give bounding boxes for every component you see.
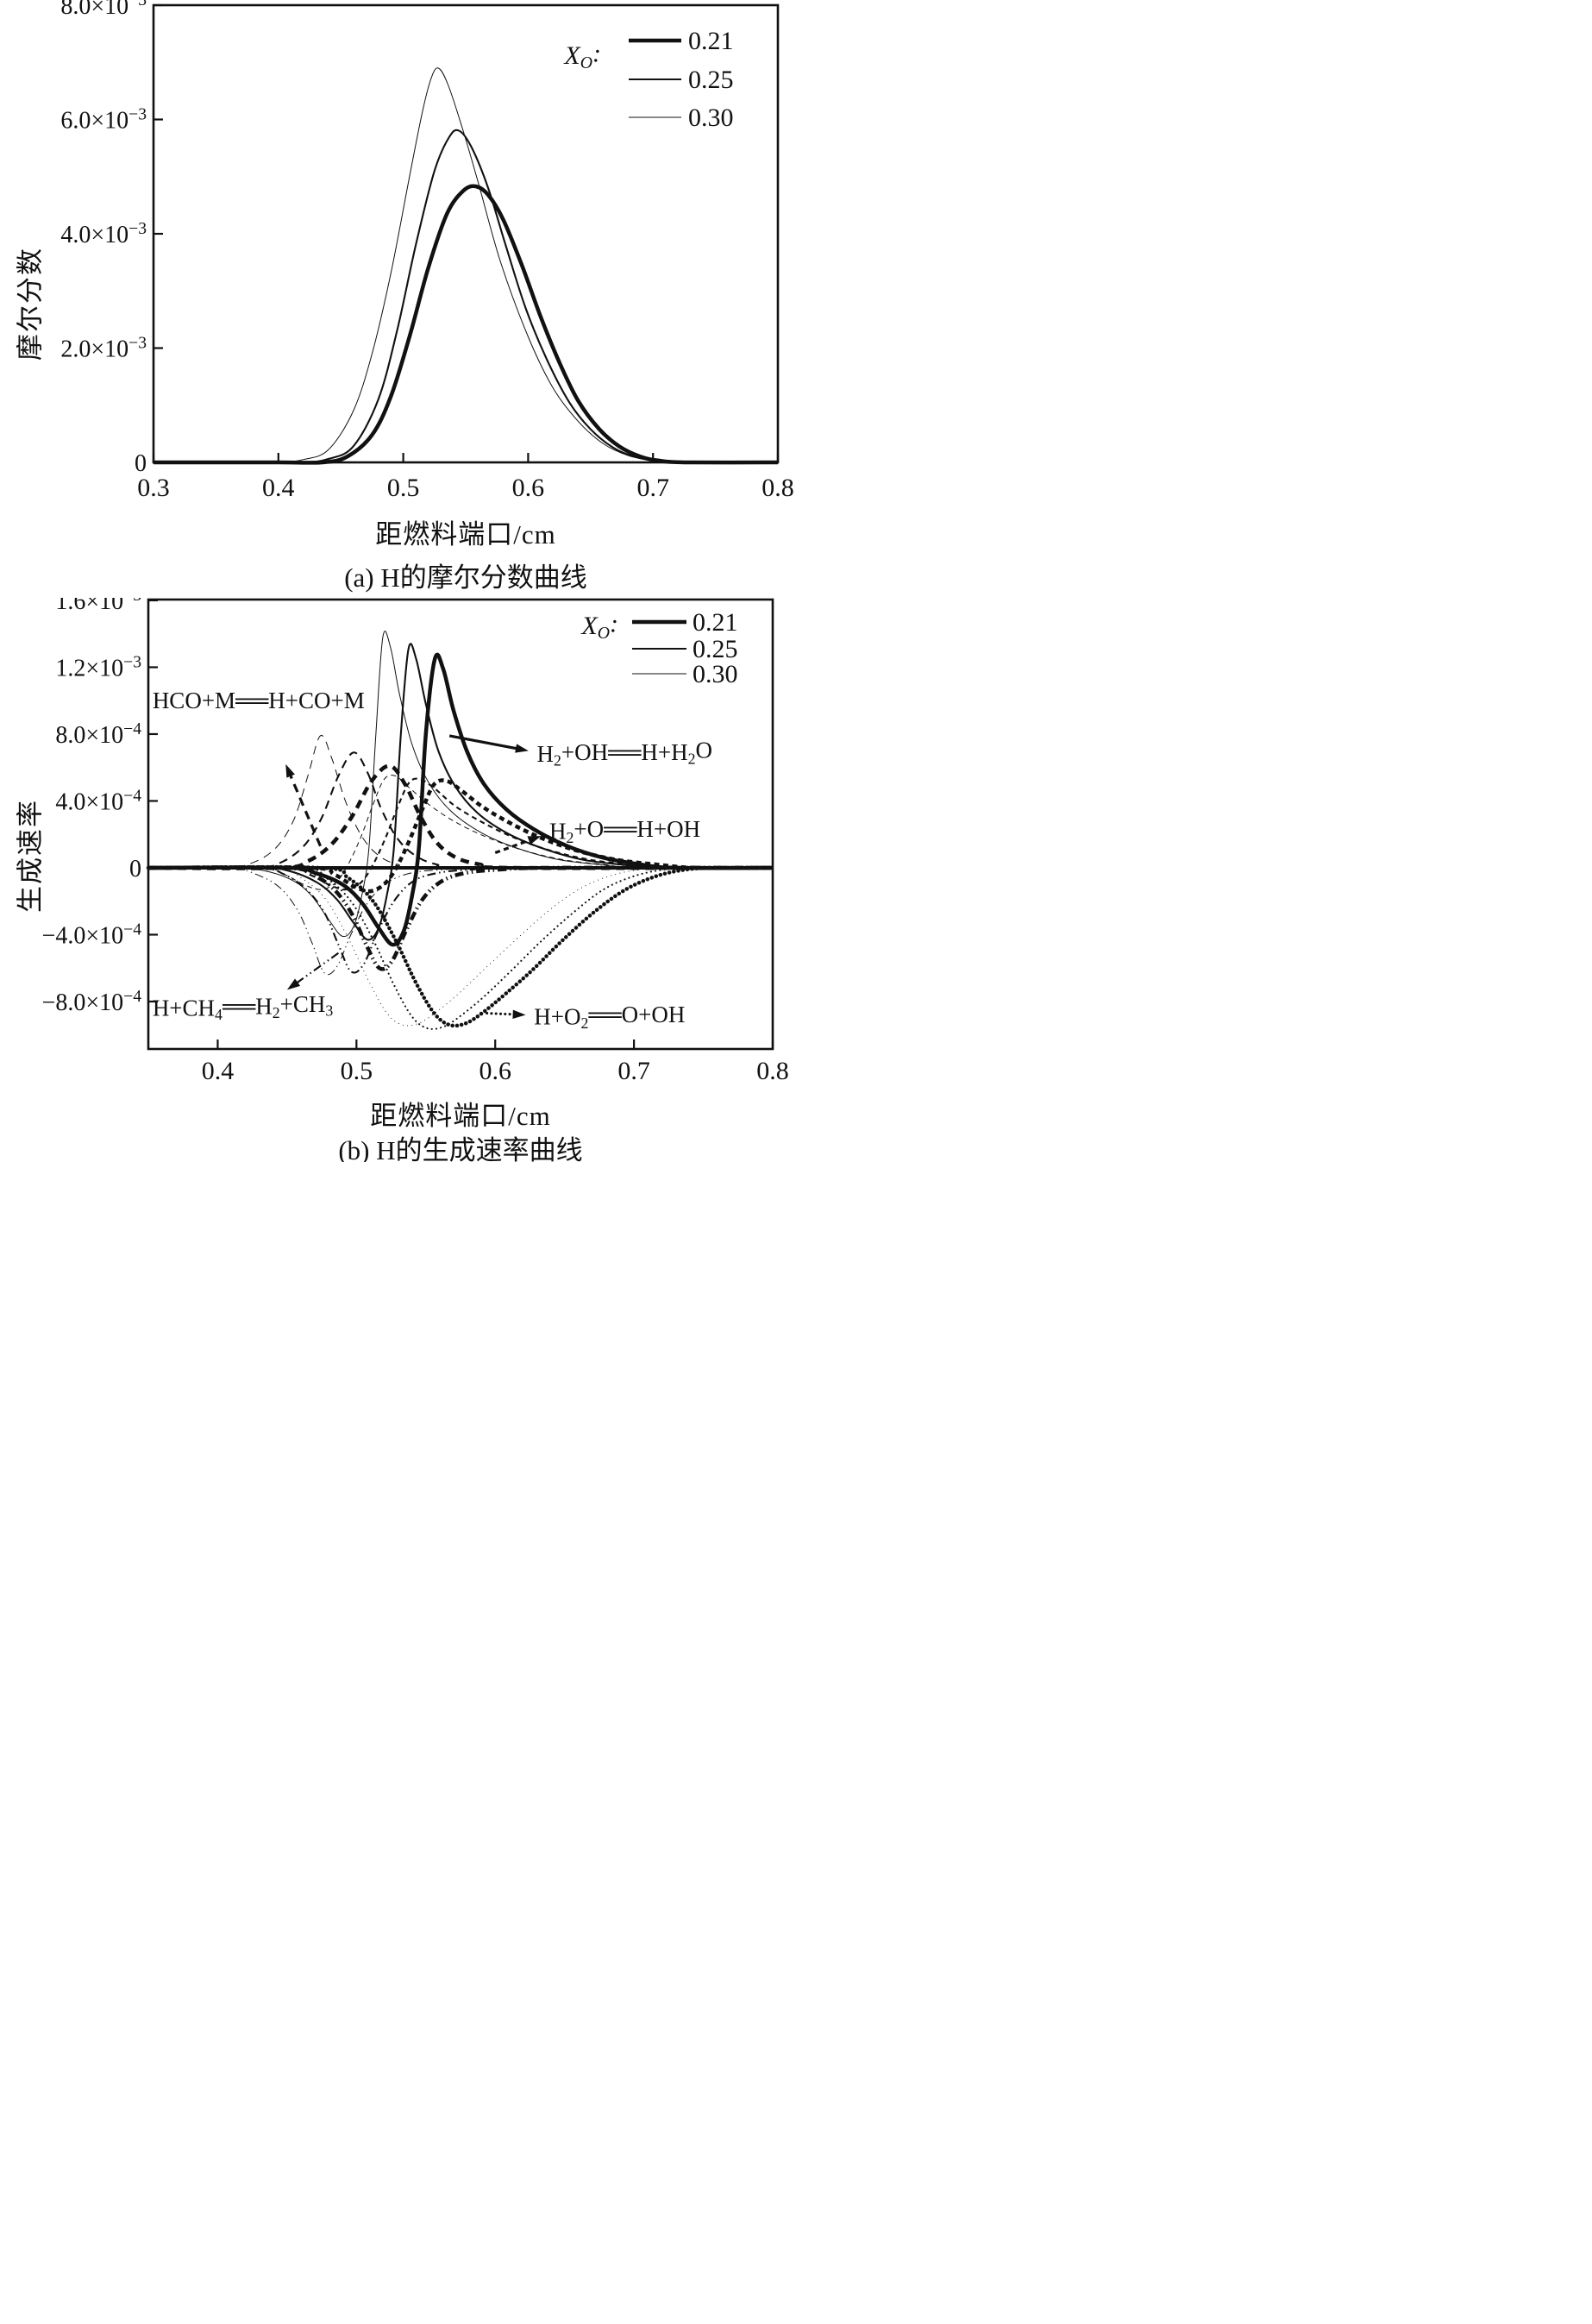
panel-a-yaxis-title: 摩尔分数 — [15, 247, 46, 361]
panel-b-production-rate-chart: 0.4 0.5 0.6 0.7 0.8 1.6×10−3 1.2×10−3 8.0×10−4 4… — [42, 598, 789, 1085]
panel-b-caption: (b) H的生成速率曲线 — [338, 1135, 583, 1162]
x-tick-label: 0.6 — [479, 1057, 511, 1085]
legend-label: 0.21 — [693, 608, 738, 637]
x-tick-label: 0.8 — [756, 1057, 789, 1085]
y-tick-label: 8.0×10−4 — [55, 720, 141, 749]
annotation-reaction-label: H2+OH══H+H2O — [536, 738, 712, 769]
curve-xo-0.25 — [154, 129, 779, 464]
curve-h2-oh-h-h2o-xo-0.25 — [147, 643, 774, 941]
x-tick-label: 0.8 — [762, 474, 794, 502]
x-tick-label: 0.7 — [617, 1057, 650, 1085]
annotation-arrow — [287, 771, 322, 847]
annotation-reaction-label: H+O2══O+OH — [534, 1002, 685, 1032]
y-tick-label: 4.0×10−3 — [60, 220, 147, 248]
curve-h-ch4-h2-ch3-xo-0.30 — [147, 866, 774, 976]
curve-h-o2-o-oh-xo-0.30 — [147, 866, 774, 1027]
annotation-reaction-label: HCO+M══H+CO+M — [153, 688, 365, 713]
annotation-arrow-head — [515, 744, 529, 753]
y-tick-label: 8.0×10−3 — [60, 0, 147, 20]
y-tick-label: 0 — [135, 450, 147, 477]
panel-b-yaxis-title: 生成速率 — [15, 799, 46, 913]
y-tick-label: 4.0×10−4 — [55, 788, 141, 816]
curve-hco-m-h-co-m-xo-0.21 — [147, 763, 774, 870]
annotation-reaction-label: H2+O══H+OH — [549, 816, 700, 846]
annotation-arrow-head — [285, 763, 295, 778]
y-tick-label: −4.0×10−4 — [42, 921, 142, 950]
annotation-arrow-head — [527, 836, 542, 845]
plot-frame — [147, 598, 774, 1051]
legend-label: 0.30 — [693, 660, 738, 688]
legend-title: XO: — [563, 39, 601, 72]
y-tick-label: −8.0×10−4 — [42, 988, 142, 1016]
y-tick-label: 0 — [129, 856, 141, 882]
x-tick-label: 0.3 — [137, 474, 170, 502]
x-tick-label: 0.6 — [512, 474, 545, 502]
panel-a-mole-fraction-chart: 0.3 0.4 0.5 0.6 0.7 0.8 0 2.0×10−3 4.0×10−3 6.0×1… — [60, 0, 794, 502]
curve-h2-o-h-oh-xo-0.25 — [147, 777, 774, 891]
annotation-reaction-label: H+CH4══H2+CH3 — [153, 991, 334, 1023]
curve-xo-0.21 — [154, 184, 779, 465]
legend-label: 0.25 — [688, 66, 734, 94]
annotation-arrow — [486, 1012, 519, 1016]
panel-a-xaxis-title: 距燃料端口/cm — [375, 519, 556, 550]
legend-label: 0.21 — [688, 27, 734, 55]
x-tick-label: 0.5 — [341, 1057, 373, 1085]
legend-title: XO: — [580, 609, 618, 643]
curve-h2-oh-h-h2o-xo-0.30 — [147, 631, 774, 938]
y-tick-label: 1.2×10−3 — [55, 654, 141, 682]
curve-h-ch4-h2-ch3-xo-0.25 — [147, 866, 774, 974]
panel-b-xaxis-title: 距燃料端口/cm — [370, 1101, 551, 1131]
figure-page: 0.3 0.4 0.5 0.6 0.7 0.8 0 2.0×10−3 4.0×10−3 6.0×1… — [0, 0, 796, 1162]
x-tick-label: 0.5 — [387, 474, 420, 502]
curve-xo-0.30 — [154, 67, 778, 463]
plot-frame — [152, 3, 780, 464]
curve-hco-m-h-co-m-xo-0.30 — [147, 734, 774, 869]
annotation-arrow-head — [286, 978, 301, 990]
annotation-arrow — [293, 952, 340, 986]
x-tick-label: 0.4 — [262, 474, 295, 502]
annotation-arrow — [494, 838, 534, 855]
curve-h2-oh-h-h2o-xo-0.21 — [147, 652, 774, 947]
x-tick-label: 0.4 — [202, 1057, 235, 1085]
legend-label: 0.30 — [688, 104, 734, 132]
curve-h-o2-o-oh-xo-0.21 — [146, 864, 775, 1028]
annotation-arrow — [448, 734, 521, 751]
y-tick-label: 1.6×10−3 — [55, 598, 141, 615]
annotation-arrow-head — [512, 1009, 526, 1020]
curve-h-ch4-h2-ch3-xo-0.21 — [147, 865, 774, 971]
panel-a-caption: (a) H的摩尔分数曲线 — [344, 562, 587, 593]
legend-label: 0.25 — [693, 635, 738, 663]
curve-hco-m-h-co-m-xo-0.25 — [147, 751, 774, 870]
y-tick-label: 2.0×10−3 — [60, 335, 147, 363]
x-tick-label: 0.7 — [636, 474, 669, 502]
curve-h-o2-o-oh-xo-0.25 — [147, 866, 774, 1030]
y-tick-label: 6.0×10−3 — [60, 106, 147, 135]
